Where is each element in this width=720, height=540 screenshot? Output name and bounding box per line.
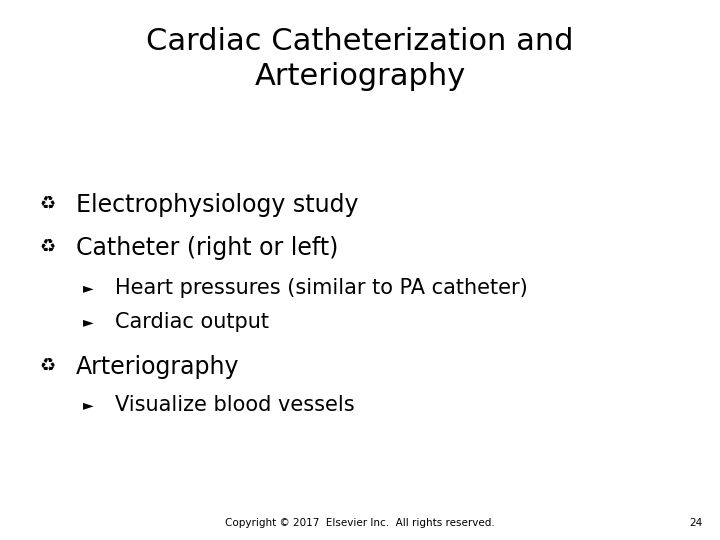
Text: ♻: ♻: [40, 358, 55, 376]
Text: ►: ►: [83, 398, 94, 412]
Text: Arteriography: Arteriography: [76, 355, 239, 379]
Text: Heart pressures (similar to PA catheter): Heart pressures (similar to PA catheter): [115, 278, 528, 298]
Text: Copyright © 2017  Elsevier Inc.  All rights reserved.: Copyright © 2017 Elsevier Inc. All right…: [225, 518, 495, 528]
Text: Visualize blood vessels: Visualize blood vessels: [115, 395, 355, 415]
Text: Cardiac Catheterization and
Arteriography: Cardiac Catheterization and Arteriograph…: [146, 27, 574, 91]
Text: ♻: ♻: [40, 196, 55, 214]
Text: Catheter (right or left): Catheter (right or left): [76, 237, 338, 260]
Text: Electrophysiology study: Electrophysiology study: [76, 193, 358, 217]
Text: ►: ►: [83, 281, 94, 295]
Text: Cardiac output: Cardiac output: [115, 312, 269, 333]
Text: ♻: ♻: [40, 239, 55, 258]
Text: 24: 24: [689, 518, 702, 528]
Text: ►: ►: [83, 315, 94, 329]
